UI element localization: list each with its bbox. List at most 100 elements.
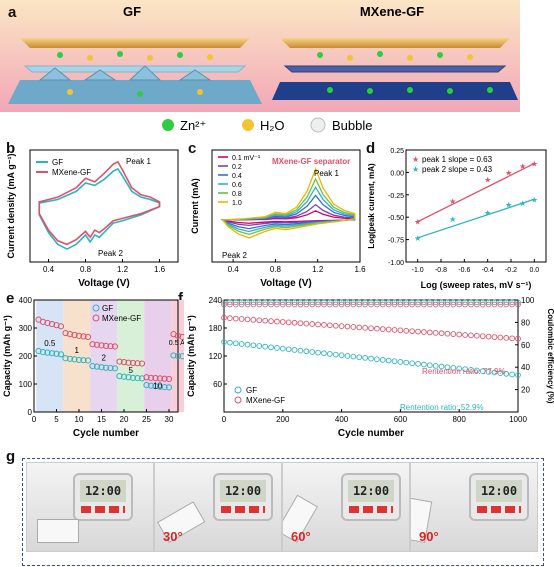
f-ce-point-mxene-gf bbox=[450, 301, 457, 308]
f-ce-point-gf bbox=[368, 299, 374, 306]
e-point-gf bbox=[116, 373, 123, 380]
f-point-gf bbox=[426, 362, 433, 369]
f-point-mxene-gf bbox=[268, 318, 274, 324]
c-series-group bbox=[220, 166, 356, 239]
c-legend-label: 0.2 bbox=[232, 164, 242, 171]
f-point-mxene-gf bbox=[374, 325, 380, 332]
photo-1: 12:00 bbox=[26, 462, 154, 552]
f-ce-point-mxene-gf bbox=[368, 301, 374, 308]
f-ytick-label: 60 bbox=[213, 380, 222, 389]
f-ce-point-gf bbox=[427, 299, 433, 306]
f-ce-point-mxene-gf bbox=[374, 301, 380, 308]
f-xtick-label: 1000 bbox=[509, 415, 527, 424]
f-point-gf bbox=[497, 370, 504, 376]
e-point-gf bbox=[93, 363, 101, 370]
f-ticks: 0 200 400 600 800 1000 60 120 180 240 20 40 60 80 100 bbox=[209, 296, 535, 424]
f-ytick-label: 120 bbox=[209, 352, 223, 361]
f-point-gf bbox=[321, 350, 327, 357]
e-point-mxene-gf bbox=[80, 333, 87, 340]
f-ce-point-gf bbox=[268, 299, 274, 306]
f-xtick-label: 0 bbox=[222, 415, 227, 424]
c-xtick-label: 1.2 bbox=[312, 265, 324, 274]
d-point-peak2: ★ bbox=[414, 234, 421, 243]
f-ce-point-gf bbox=[385, 299, 392, 306]
f-series-group bbox=[221, 299, 521, 378]
f-point-gf bbox=[221, 339, 227, 345]
f-point-gf bbox=[479, 368, 486, 375]
f-annotation-mxene: Rentention ratio: 77.9% bbox=[422, 367, 506, 376]
f-ce-point-gf bbox=[497, 299, 504, 306]
f-point-mxene-gf bbox=[279, 319, 286, 325]
photo-2: 12:00 30° bbox=[154, 462, 282, 552]
f-ce-point-gf bbox=[379, 299, 386, 306]
f-point-mxene-gf bbox=[326, 322, 333, 329]
f-point-gf bbox=[332, 351, 339, 358]
c-legend-label: 0.1 mV⁻¹ bbox=[232, 155, 261, 162]
f-ce-point-gf bbox=[338, 299, 345, 306]
e-ylabel: Capacity (mAh g⁻¹) bbox=[2, 315, 12, 397]
f-point-gf bbox=[515, 372, 521, 378]
e-point-mxene-gf bbox=[107, 343, 114, 350]
panel-label-b: b bbox=[6, 140, 16, 157]
f-point-mxene-gf bbox=[403, 327, 410, 334]
f-ce-point-mxene-gf bbox=[444, 301, 451, 308]
f-point-gf bbox=[438, 363, 445, 370]
f-ce-point-gf bbox=[250, 299, 257, 306]
e-point-mxene-gf bbox=[147, 374, 155, 381]
svg-text:★: ★ bbox=[412, 155, 419, 164]
right-top-plate bbox=[280, 38, 510, 48]
clock-display: 12:00 bbox=[80, 480, 126, 502]
e-point-gf bbox=[102, 364, 110, 371]
f-point-mxene-gf bbox=[321, 322, 327, 328]
f-ce-point-mxene-gf bbox=[238, 301, 245, 308]
e-point-gf bbox=[143, 382, 150, 389]
f-ytick2-label: 100 bbox=[521, 296, 535, 305]
f-ylabel2: Coulombic efficiency (%) bbox=[546, 308, 554, 403]
f-point-gf bbox=[285, 346, 292, 353]
f-ce-point-mxene-gf bbox=[291, 301, 298, 308]
f-ce-point-mxene-gf bbox=[350, 301, 357, 308]
f-ce-point-mxene-gf bbox=[227, 301, 233, 308]
e-point-gf bbox=[156, 383, 164, 390]
f-ce-point-mxene-gf bbox=[432, 301, 439, 308]
e-point-gf bbox=[129, 374, 137, 381]
c-annotation-peak2: Peak 2 bbox=[222, 251, 247, 260]
f-ce-point-gf bbox=[262, 299, 268, 306]
f-point-gf bbox=[274, 345, 280, 351]
e-point-gf bbox=[66, 355, 74, 362]
e-legend-mxene: MXene-GF bbox=[102, 314, 141, 323]
d-ytick-label: -0.25 bbox=[388, 193, 404, 200]
f-point-gf bbox=[509, 371, 515, 378]
zn-ion-legend-label: Zn²⁺ bbox=[180, 118, 206, 133]
bubble-legend-label: Bubble bbox=[332, 118, 372, 133]
f-point-mxene-gf bbox=[497, 334, 504, 341]
left-anode bbox=[8, 80, 262, 104]
gf-title: GF bbox=[123, 4, 141, 19]
f-ce-point-mxene-gf bbox=[415, 301, 421, 308]
f-ce-point-gf bbox=[238, 299, 245, 306]
f-point-mxene-gf bbox=[221, 314, 227, 321]
f-ce-point-gf bbox=[256, 299, 263, 306]
d-ytick-label: 0.25 bbox=[390, 148, 404, 155]
f-ce-point-mxene-gf bbox=[409, 301, 415, 308]
e-rate-bands bbox=[36, 300, 184, 412]
f-point-mxene-gf bbox=[450, 331, 457, 337]
f-point-gf bbox=[444, 364, 451, 371]
e-point-gf bbox=[71, 356, 78, 363]
f-point-mxene-gf bbox=[444, 330, 451, 337]
f-point-mxene-gf bbox=[421, 329, 427, 335]
d-fit-line-2 bbox=[417, 198, 535, 239]
timer-clock: 12:00 bbox=[341, 473, 401, 521]
f-ce-point-gf bbox=[291, 299, 298, 306]
clock-display: 12:00 bbox=[476, 480, 522, 502]
panel-label-a: a bbox=[8, 4, 17, 21]
f-ce-point-mxene-gf bbox=[474, 301, 480, 308]
e-xtick-label: 25 bbox=[142, 415, 151, 424]
svg-text:★: ★ bbox=[412, 165, 419, 174]
e-point-gf bbox=[134, 375, 141, 382]
e-point-gf bbox=[53, 350, 60, 357]
b-annotation-peak2: Peak 2 bbox=[98, 249, 123, 258]
timer-clock: 12:00 bbox=[469, 473, 529, 521]
f-point-gf bbox=[485, 368, 492, 375]
f-point-mxene-gf bbox=[491, 334, 498, 340]
